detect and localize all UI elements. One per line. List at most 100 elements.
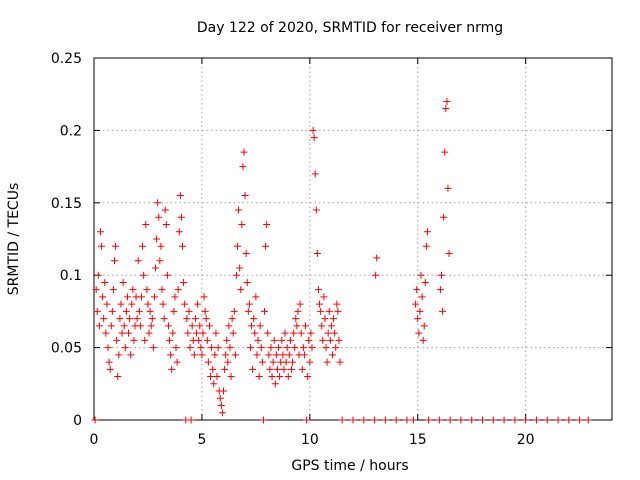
data-point [327,322,335,330]
data-point [240,148,248,156]
data-point [224,358,232,366]
data-point [95,322,103,330]
grid [94,58,612,420]
data-point [259,416,267,424]
data-point [161,206,169,214]
data-point [317,307,325,315]
data-point [584,416,592,424]
data-point [145,329,153,337]
data-point [446,416,454,424]
data-point [334,307,342,315]
data-point [184,329,192,337]
data-point [500,416,508,424]
data-point [321,315,329,323]
data-points [91,97,592,424]
data-point [243,278,251,286]
data-point [371,416,379,424]
data-point [440,213,448,221]
data-point [403,416,411,424]
data-point [130,336,138,344]
data-point [202,315,210,323]
data-point [444,184,452,192]
data-point [292,315,300,323]
data-point [318,322,326,330]
data-point [360,416,368,424]
data-point [293,322,301,330]
data-point [142,221,150,229]
data-point [221,365,229,373]
data-point [285,351,293,359]
x-axis-title: GPS time / hours [291,458,408,474]
data-point [310,134,318,142]
data-point [112,242,120,250]
data-point [107,322,115,330]
data-point [228,315,236,323]
data-point [173,358,181,366]
data-point [160,315,168,323]
data-point [415,329,423,337]
data-point [256,322,264,330]
data-point [239,163,247,171]
data-point [313,249,321,257]
data-point [258,358,266,366]
data-point [177,213,185,221]
data-point [150,293,158,301]
data-point [283,344,291,352]
data-point [420,322,428,330]
data-point [226,344,234,352]
data-point [232,271,240,279]
data-point [217,402,225,410]
data-point [211,351,219,359]
data-point [159,300,167,308]
data-point [143,286,151,294]
data-point [543,416,551,424]
plot-frame [93,57,613,421]
data-point [196,322,204,330]
data-point [272,351,280,359]
data-point [146,307,154,315]
data-point [248,322,256,330]
data-point [457,416,465,424]
data-point [212,329,220,337]
data-point [294,307,302,315]
data-point [115,351,123,359]
data-point [265,351,273,359]
data-point [300,351,308,359]
data-point [511,416,519,424]
data-point [213,373,221,381]
data-point [207,373,215,381]
data-point [93,307,101,315]
data-point [489,416,497,424]
data-point [163,271,171,279]
data-point [111,257,119,265]
data-point [281,329,289,337]
data-point [125,329,133,337]
data-point [155,213,163,221]
data-point [325,307,333,315]
data-point [103,300,111,308]
data-point [117,300,125,308]
data-point [255,373,263,381]
data-point [309,126,317,134]
data-point [123,293,131,301]
data-point [419,336,427,344]
data-point [176,192,184,200]
data-point [328,351,336,359]
data-point [139,242,147,250]
data-point [280,365,288,373]
data-point [193,329,201,337]
data-point [92,286,100,294]
data-point [284,373,292,381]
data-point [307,329,315,337]
data-point [181,300,189,308]
data-point [187,416,195,424]
y-tick-label: 0.05 [51,341,82,357]
data-point [218,409,226,417]
data-point [128,300,136,308]
data-point [273,365,281,373]
data-point [249,365,257,373]
data-point [106,365,114,373]
data-point [261,307,269,315]
data-point [99,293,107,301]
